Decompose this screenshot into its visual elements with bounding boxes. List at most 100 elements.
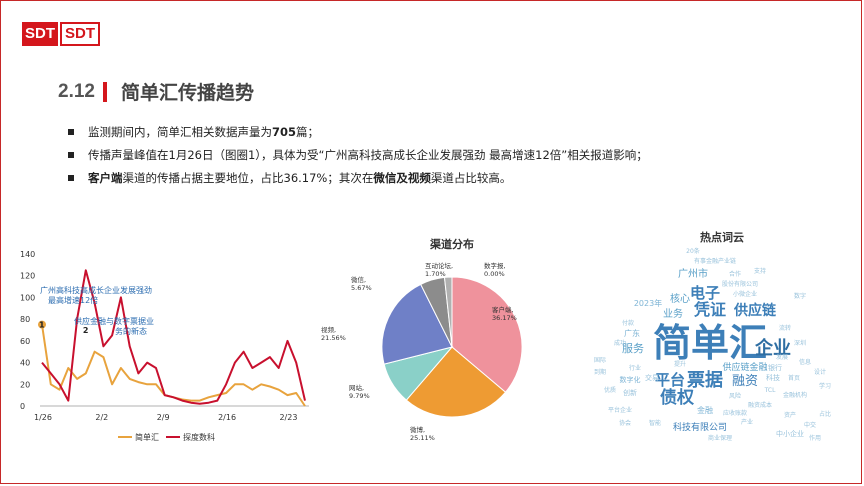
x-tick-label: 2/2 (95, 413, 108, 422)
bullet-text-run: 传播声量峰值在1月26日（图圈1），具体为受“广州高科技高成长企业发展强劲 最高… (88, 147, 648, 162)
section-heading: 2.12 简单汇传播趋势 (58, 78, 254, 105)
y-tick-label: 20 (20, 380, 30, 389)
pie-label-value: 1.70% (425, 270, 446, 278)
wordcloud-word: 占比 (819, 410, 831, 418)
y-tick-label: 60 (20, 337, 30, 346)
bullet-item: 传播声量峰值在1月26日（图圈1），具体为受“广州高科技高成长企业发展强劲 最高… (68, 143, 648, 166)
wordcloud-word: 创新 (623, 388, 637, 397)
logo-right: SDT (60, 22, 100, 46)
x-tick-label: 2/16 (218, 413, 236, 422)
wordcloud-word: 支持 (754, 267, 766, 275)
pie-label: 客户端, (492, 305, 514, 314)
pie-label: 微信, (351, 275, 366, 284)
bullet-text-run: 渠道占比较高。 (430, 170, 512, 185)
bullet-marker (68, 151, 74, 158)
section-number: 2.12 (58, 80, 95, 102)
wordcloud-word: 信息 (799, 358, 811, 366)
wordcloud-word: 平台 (655, 371, 685, 389)
pie-slice-微博 (405, 346, 507, 418)
wordcloud-word: 产业 (741, 418, 753, 426)
wordcloud-word: 提升 (674, 360, 686, 368)
bullet-text: 客户端渠道的传播占据主要地位，占比36.17%；其次在微信及视频渠道占比较高。 (88, 170, 511, 186)
sdt-logo: SDT SDT (22, 22, 100, 46)
pie-label: 互动论坛, (425, 261, 453, 270)
wordcloud-word: 债权 (660, 387, 695, 408)
wordcloud-word: 首页 (788, 374, 800, 382)
x-tick-label: 2/9 (157, 413, 170, 422)
pie-label: 数字报, (484, 261, 506, 270)
wordcloud-word: 流转 (779, 324, 791, 332)
wordcloud-word: 智能 (649, 419, 661, 427)
bullet-item: 监测期间内，简单汇相关数据声量为705篇； (68, 120, 648, 143)
wordcloud-word: 国际 (594, 356, 606, 364)
wordcloud-word: TCL (764, 387, 777, 394)
wordcloud-word: 科技有限公司 (673, 421, 727, 433)
wordcloud-word: 中小企业 (776, 429, 804, 438)
wordcloud-word: 有事金融产业链 (694, 257, 736, 265)
pie-slice-视频 (381, 283, 453, 365)
wordcloud-word: 企业 (754, 337, 791, 359)
annotation-callout-1: 广州高科技高成长企业发展强劲 (40, 285, 152, 295)
legend-label: 简单汇 (135, 432, 159, 442)
pie-label-value: 25.11% (410, 434, 435, 442)
wordcloud-word: 作用 (809, 434, 821, 442)
wordcloud-word: 小微企业 (733, 290, 757, 298)
wordcloud-word: 供应链金融 (722, 361, 767, 373)
wordcloud-word: 广州市 (678, 267, 708, 280)
wordcloud-word: 学习 (819, 382, 831, 390)
wordcloud-word: 股份有限公司 (722, 280, 758, 288)
annotation-callout-1: 最高增速12倍 (48, 295, 98, 305)
wordcloud-word: 数字化 (620, 375, 641, 384)
bullet-marker (68, 128, 74, 135)
wordcloud-word: 风险 (729, 392, 741, 400)
pie-slice-互动论坛 (443, 276, 453, 348)
wordcloud-word: 平台企业 (608, 406, 632, 414)
bullet-marker (68, 174, 74, 181)
wordcloud-word: 简单汇 (653, 321, 767, 365)
annotation-marker-1 (38, 320, 46, 329)
pie-label-value: 5.67% (351, 284, 372, 292)
pie-title: 渠道分布 (430, 237, 474, 251)
wordcloud-word: 银行 (768, 363, 782, 372)
wordcloud-word: 交易 (645, 373, 659, 382)
y-tick-label: 100 (20, 293, 35, 302)
bullet-text-run: 微信及视频 (373, 170, 431, 185)
pie-label-value: 0.00% (484, 270, 505, 278)
wordcloud-word: 供应链 (733, 302, 777, 319)
pie-slice-客户端 (451, 276, 523, 393)
wordcloud-word: 深圳 (794, 339, 806, 347)
wordcloud-word: 融资 (732, 374, 758, 389)
wordcloud-word: 核心 (670, 292, 690, 305)
wordcloud-word: 服务 (622, 342, 644, 355)
wordcloud-word: 融资成本 (748, 401, 772, 409)
wordcloud-word: 优质 (604, 386, 616, 394)
pie-label-value: 9.79% (349, 392, 370, 400)
wordcloud-word: 电子 (690, 284, 720, 302)
wordcloud-word: 广东 (624, 328, 640, 338)
wordcloud-word: 设计 (814, 368, 826, 376)
wordcloud-word: 科技 (766, 373, 780, 382)
bullet-item: 客户端渠道的传播占据主要地位，占比36.17%；其次在微信及视频渠道占比较高。 (68, 166, 648, 189)
legend-label: 探度数科 (183, 432, 215, 442)
annotation-callout-2: 务的新态 (115, 326, 147, 336)
wordcloud-word: 付款 (622, 319, 634, 327)
bullet-text: 传播声量峰值在1月26日（图圈1），具体为受“广州高科技高成长企业发展强劲 最高… (88, 147, 648, 163)
wordcloud-word: 金融机构 (783, 391, 807, 399)
wordcloud-word: 票据 (687, 369, 723, 391)
series-line-1 (41, 324, 306, 407)
wordcloud-word: 资产 (784, 411, 796, 419)
bullet-text: 监测期间内，简单汇相关数据声量为705篇； (88, 124, 319, 140)
wordcloud-word: 凭证 (693, 300, 726, 319)
wordcloud-word: 成功 (614, 339, 626, 347)
accent-bar (102, 81, 107, 102)
wordcloud-word: 数字 (794, 292, 806, 300)
x-tick-label: 1/26 (34, 413, 52, 422)
logo-left: SDT (22, 22, 58, 46)
pie-label-value: 36.17% (492, 314, 517, 322)
pie-label: 网站, (349, 383, 364, 392)
y-tick-label: 0 (20, 402, 25, 411)
wordcloud-word: 发展 (776, 353, 788, 361)
wordcloud-title: 热点词云 (700, 230, 744, 244)
